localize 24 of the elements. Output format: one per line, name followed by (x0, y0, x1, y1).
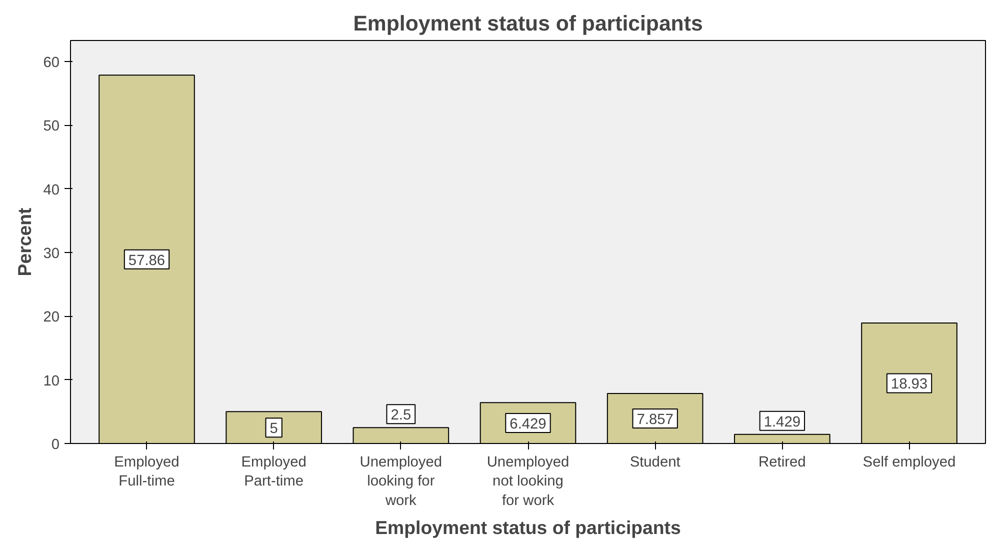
y-tick-label: 50 (43, 118, 60, 135)
x-axis-title: Employment status of participants (375, 516, 681, 538)
data-label: 5 (270, 421, 278, 438)
y-tick-label: 40 (43, 182, 60, 198)
y-tick-label: 60 (43, 55, 60, 72)
data-label: 18.93 (890, 376, 928, 393)
y-tick-label: 0 (51, 437, 60, 453)
x-tick-label: Student (630, 454, 680, 470)
data-label: 7.857 (636, 412, 674, 428)
x-tick-label: Employed Full-time (114, 454, 180, 490)
data-label: 6.429 (510, 416, 546, 433)
x-tick-label: Unemployed not looking for work (486, 454, 570, 509)
data-label: 57.86 (128, 252, 166, 269)
data-label: 1.429 (764, 414, 801, 430)
x-tick-label: Self employed (862, 454, 956, 470)
y-tick-label: 20 (43, 310, 60, 326)
x-tick-label: Retired (758, 454, 806, 470)
data-label: 2.5 (390, 408, 412, 424)
y-tick-label: 10 (43, 373, 60, 390)
chart-title: Employment status of participants (353, 12, 703, 36)
x-tick-label: Employed Part-time (241, 454, 306, 490)
y-axis-title: Percent (14, 208, 36, 276)
x-tick-label: Unemployed looking for work (360, 454, 442, 509)
y-tick-label: 30 (43, 246, 60, 262)
